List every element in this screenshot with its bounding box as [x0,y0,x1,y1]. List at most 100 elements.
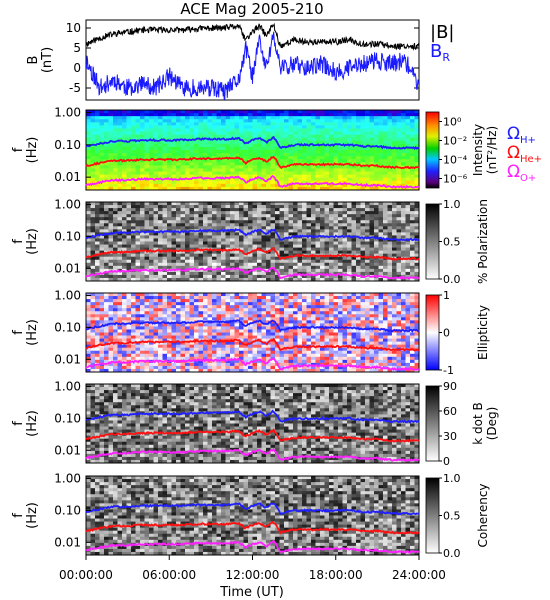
spectrogram-cell [347,113,352,117]
spectrogram-cell [108,174,114,179]
spectrogram-cell [234,202,240,206]
spectrogram-cell [194,317,199,321]
spectrogram-cell [410,247,415,252]
spectrogram-cell [396,125,402,129]
spectrogram-cell [239,274,244,279]
spectrogram-cell [270,253,276,258]
spectrogram-cell [144,329,150,333]
spectrogram-cell [108,259,114,264]
spectrogram-cell [198,113,204,117]
spectrogram-cell [167,341,172,346]
spectrogram-cell [86,323,91,327]
spectrogram-cell [288,128,294,132]
spectrogram-cell [86,183,91,188]
spectrogram-cell [396,211,402,215]
spectrogram-cell [90,265,96,270]
spectrogram-cell [221,183,226,188]
spectrogram-cell [144,244,150,248]
spectrogram-cell [333,140,339,145]
spectrogram-cell [180,250,186,255]
spectrogram-cell [221,226,226,230]
spectrogram-cell [320,232,325,236]
spectrogram-cell [108,171,114,176]
spectrogram-cell [113,365,118,370]
spectrogram-cell [257,217,262,221]
spectrogram-cell [207,356,213,361]
spectrogram-cell [320,217,325,221]
spectrogram-cell [414,159,420,163]
spectrogram-cell [338,202,343,206]
spectrogram-cell [117,296,123,300]
spectrogram-cell [171,302,177,306]
spectrogram-cell [158,183,163,188]
spectrogram-cell [95,232,100,236]
spectrogram-cell [270,268,276,273]
spectrogram-cell [86,211,91,215]
spectrogram-cell [221,119,226,123]
spectrogram-cell [311,159,316,163]
spectrogram-cell [347,168,352,172]
spectrogram-cell [180,296,186,300]
spectrogram-cell [198,116,204,120]
spectrogram-cell [243,305,249,309]
spectrogram-cell [410,214,415,218]
spectrogram-cell [149,253,154,258]
spectrogram-cell [135,335,141,339]
spectrogram-cell [387,125,393,129]
spectrogram-cell [284,174,289,179]
spectrogram-cell [257,211,262,215]
spectrogram-cell [230,326,235,330]
spectrogram-cell [405,271,411,276]
spectrogram-cell [383,202,388,206]
spectrogram-cell [194,302,199,306]
spectrogram-cell [365,153,370,157]
spectrogram-cell [234,353,240,358]
spectrogram-cell [248,332,253,336]
spectrogram-cell [288,113,294,117]
spectrogram-cell [153,265,159,270]
spectrogram-cell [185,217,190,221]
spectrogram-cell [293,125,298,129]
spectrogram-cell [104,223,109,227]
spectrogram-cell [113,226,118,230]
spectrogram-cell [113,202,118,206]
spectrogram-cell [216,293,222,297]
spectrogram-cell [383,244,388,248]
spectrogram-cell [171,174,177,179]
spectrogram-cell [95,274,100,279]
spectrogram-cell [279,232,285,236]
spectrogram-cell [171,265,177,270]
spectrogram-cell [113,134,118,139]
spectrogram-cell [135,329,141,333]
spectrogram-cell [257,140,262,145]
spectrogram-cell [167,293,172,297]
spectrogram-cell [108,119,114,123]
spectrogram-cell [189,265,195,270]
spectrogram-cell [198,293,204,297]
spectrogram-cell [153,229,159,233]
spectrogram-cell [212,183,217,188]
magnetic-field-y-tick-label-3: -5 [69,81,81,95]
spectrogram-cell [378,153,384,157]
spectrogram-cell [302,140,307,145]
spectrogram-cell [360,116,366,120]
spectrogram-cell [189,162,195,166]
spectrogram-cell [284,220,289,224]
spectrogram-cell [221,296,226,300]
spectrogram-cell [86,153,91,157]
spectrogram-cell [383,232,388,236]
spectrogram-cell [248,208,253,212]
spectrogram-cell [333,277,339,282]
spectrogram-cell [315,143,321,148]
spectrogram-cell [185,153,190,157]
spectrogram-cell [365,168,370,172]
spectrogram-cell [230,143,235,148]
spectrogram-cell [261,277,267,282]
spectrogram-cell [216,226,222,230]
spectrogram-cell [167,134,172,139]
spectrogram-cell [171,134,177,139]
spectrogram-cell [333,119,339,123]
spectrogram-cell [167,305,172,309]
spectrogram-cell [243,317,249,321]
spectrogram-cell [86,168,91,172]
